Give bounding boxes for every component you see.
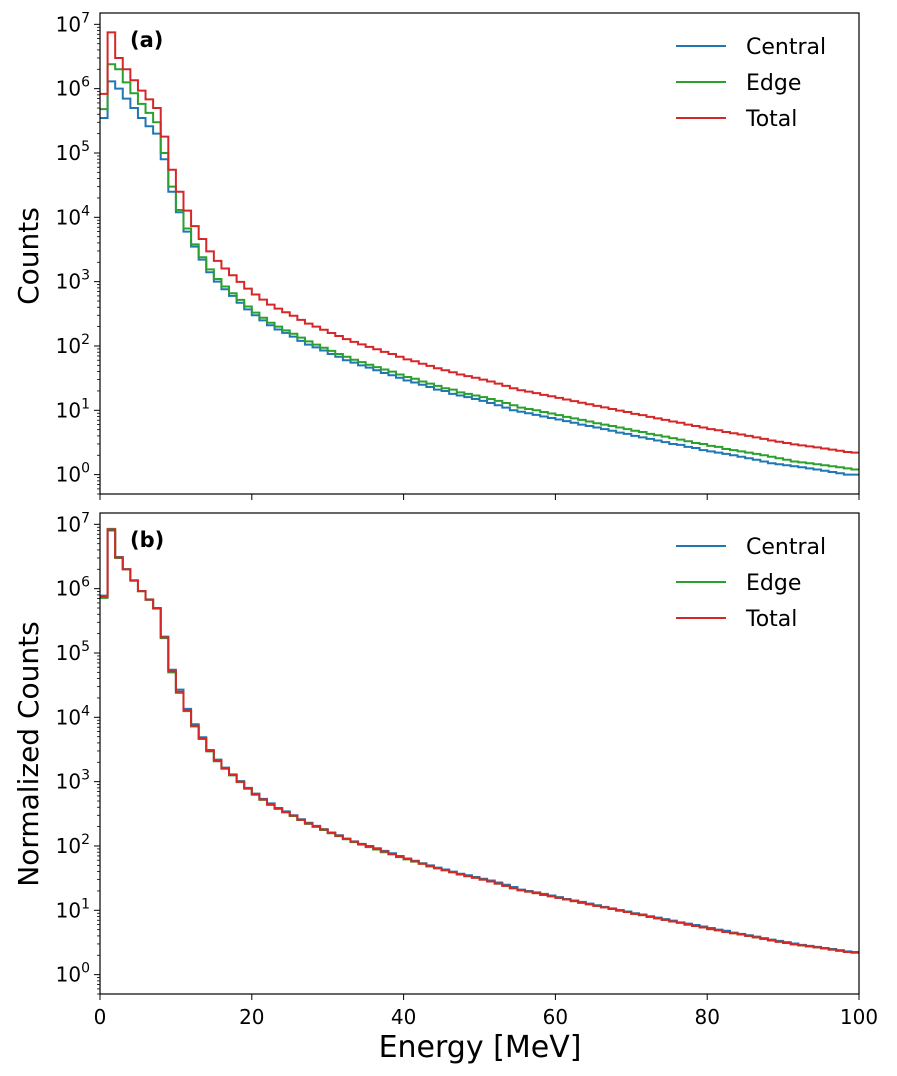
y-tick-label: 105 <box>56 639 90 665</box>
y-tick-label: 106 <box>56 575 90 601</box>
series-line-total <box>100 31 859 454</box>
axes-frame <box>99 512 860 995</box>
panel-label: (b) <box>130 528 164 552</box>
y-tick-label: 100 <box>56 961 90 987</box>
legend-label-central: Central <box>746 35 826 60</box>
panel-label: (a) <box>130 28 163 52</box>
x-tick-label: 100 <box>840 1005 878 1029</box>
series-line-total <box>100 528 859 954</box>
y-tick-label: 103 <box>56 768 90 794</box>
y-tick-label: 107 <box>56 510 90 536</box>
y-tick-label: 104 <box>56 703 90 729</box>
y-tick-label: 106 <box>56 75 90 101</box>
y-tick-label: 102 <box>56 832 90 858</box>
series-group <box>100 31 859 476</box>
y-tick-label: 100 <box>56 461 90 487</box>
panel-b: 0 20 40 60 80 100 100 101 102 103 104 105 106 107 Norm… <box>12 510 878 1029</box>
series-line-edge <box>100 63 859 471</box>
x-tick-label: 20 <box>239 1005 264 1029</box>
y-tick-label: 101 <box>56 396 90 422</box>
x-tick-label: 0 <box>94 1005 107 1029</box>
legend-label-total: Total <box>745 607 797 632</box>
x-tick-label: 80 <box>694 1005 719 1029</box>
y-tick-label: 102 <box>56 332 90 358</box>
series-group <box>100 527 859 954</box>
legend-label-central: Central <box>746 535 826 560</box>
y-tick-label: 103 <box>56 268 90 294</box>
legend-label-total: Total <box>745 107 797 132</box>
x-tick-label: 60 <box>543 1005 568 1029</box>
y-tick-label: 104 <box>56 203 90 229</box>
y-tick-label: 101 <box>56 896 90 922</box>
x-tick-label: 40 <box>391 1005 416 1029</box>
y-tick-label: 105 <box>56 139 90 165</box>
x-axis-label: Energy [MeV] <box>379 1030 582 1065</box>
legend-label-edge: Edge <box>746 71 801 96</box>
panel-a: 100 101 102 103 104 105 106 107 Counts (a) Central… <box>12 10 860 500</box>
legend-label-edge: Edge <box>746 571 801 596</box>
y-axis-label: Counts <box>12 207 45 305</box>
y-axis-label: Normalized Counts <box>12 621 45 886</box>
y-tick-label: 107 <box>56 10 90 36</box>
axes-frame <box>99 12 860 495</box>
